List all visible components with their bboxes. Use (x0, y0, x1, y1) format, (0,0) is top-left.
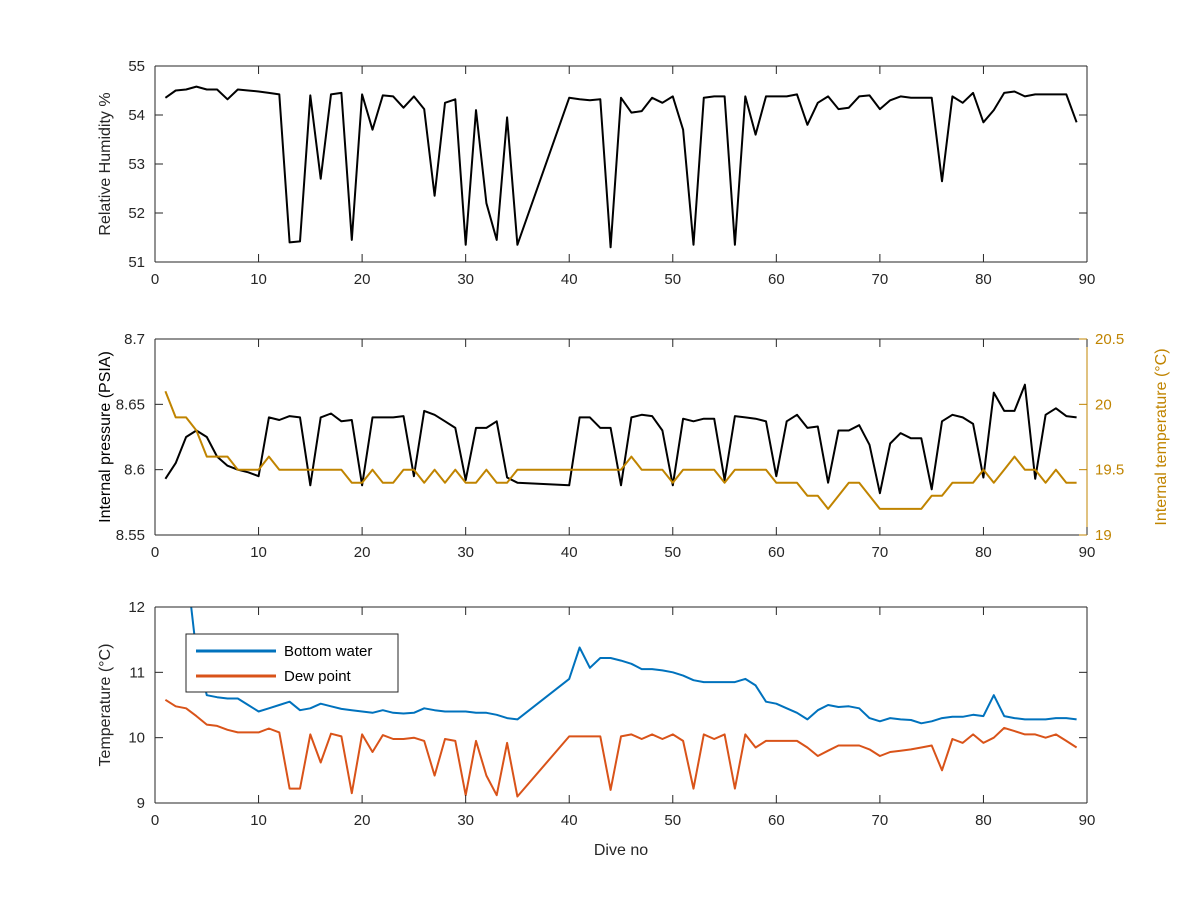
y-right-tick-label: 20.5 (1095, 331, 1124, 348)
x-tick-label: 60 (768, 271, 785, 288)
x-tick-label: 60 (768, 544, 785, 561)
x-tick-label: 0 (151, 812, 159, 829)
x-tick-label: 50 (664, 271, 681, 288)
y-tick-label: 52 (128, 205, 145, 222)
y-tick-label: 51 (128, 254, 145, 271)
y-tick-label: 12 (128, 599, 145, 616)
y-tick-label: 11 (129, 664, 145, 681)
legend-label-1: Bottom water (284, 643, 372, 660)
x-tick-label: 70 (872, 812, 889, 829)
chart-panel-1: 0 10 20 30 40 50 60 70 80 90 51 52 53 54 55 Relative Hu… (97, 58, 1095, 288)
y-tick-label: 8.7 (124, 331, 145, 348)
x-tick-label: 10 (250, 812, 267, 829)
series-line-1 (190, 607, 1077, 725)
x-tick-label: 10 (250, 544, 267, 561)
y-tick-label: 8.55 (116, 527, 145, 544)
chart-panel-3: 0 10 20 30 40 50 60 70 80 90 9 10 11 12 Temperature (°… (97, 599, 1095, 859)
legend: Bottom water Dew point (185, 633, 399, 693)
x-tick-label: 20 (354, 271, 371, 288)
legend-label-2: Dew point (284, 668, 352, 685)
x-axis-label: Dive no (594, 842, 648, 859)
y-axis-label: Temperature (°C) (97, 644, 114, 767)
y-tick-label: 8.6 (124, 462, 145, 479)
chart-panel-2: 0 10 20 30 40 50 60 70 80 90 8.55 8.6 8.65 8.7 19 19.5 2… (97, 331, 1170, 561)
x-tick-label: 80 (975, 812, 992, 829)
x-tick-label: 60 (768, 812, 785, 829)
x-tick-label: 80 (975, 271, 992, 288)
x-tick-label: 50 (664, 812, 681, 829)
y-right-tick-label: 20 (1095, 396, 1112, 413)
y-tick-label: 53 (128, 156, 145, 173)
x-tick-label: 50 (664, 544, 681, 561)
y-right-axis-label: Internal temperature (°C) (1153, 348, 1170, 525)
x-tick-label: 90 (1079, 544, 1096, 561)
x-tick-label: 40 (561, 544, 578, 561)
series-line-2 (164, 698, 1078, 798)
y-axis-label: Relative Humidity % (97, 92, 114, 235)
y-right-tick-label: 19.5 (1095, 462, 1124, 479)
x-tick-label: 0 (151, 271, 159, 288)
series-line-1 (164, 85, 1078, 249)
x-tick-label: 30 (457, 271, 474, 288)
x-tick-label: 80 (975, 544, 992, 561)
x-tick-label: 40 (561, 271, 578, 288)
y-right-tick-label: 19 (1095, 527, 1112, 544)
x-tick-label: 70 (872, 271, 889, 288)
series-line-2 (164, 390, 1077, 510)
y-tick-label: 54 (128, 107, 145, 124)
y-tick-label: 9 (137, 795, 145, 812)
x-tick-label: 10 (250, 271, 267, 288)
x-tick-label: 90 (1079, 812, 1096, 829)
x-tick-label: 90 (1079, 271, 1096, 288)
y-tick-label: 55 (128, 58, 145, 75)
x-tick-label: 30 (457, 812, 474, 829)
x-tick-label: 30 (457, 544, 474, 561)
x-tick-label: 40 (561, 812, 578, 829)
x-tick-label: 20 (354, 544, 371, 561)
x-tick-label: 0 (151, 544, 159, 561)
series-line-1 (164, 383, 1077, 495)
y-axis-label: Internal pressure (PSIA) (97, 351, 114, 523)
x-tick-label: 20 (354, 812, 371, 829)
x-tick-label: 70 (872, 544, 889, 561)
legend-box (185, 633, 399, 693)
y-tick-label: 10 (128, 730, 145, 747)
y-tick-label: 8.65 (116, 396, 145, 413)
